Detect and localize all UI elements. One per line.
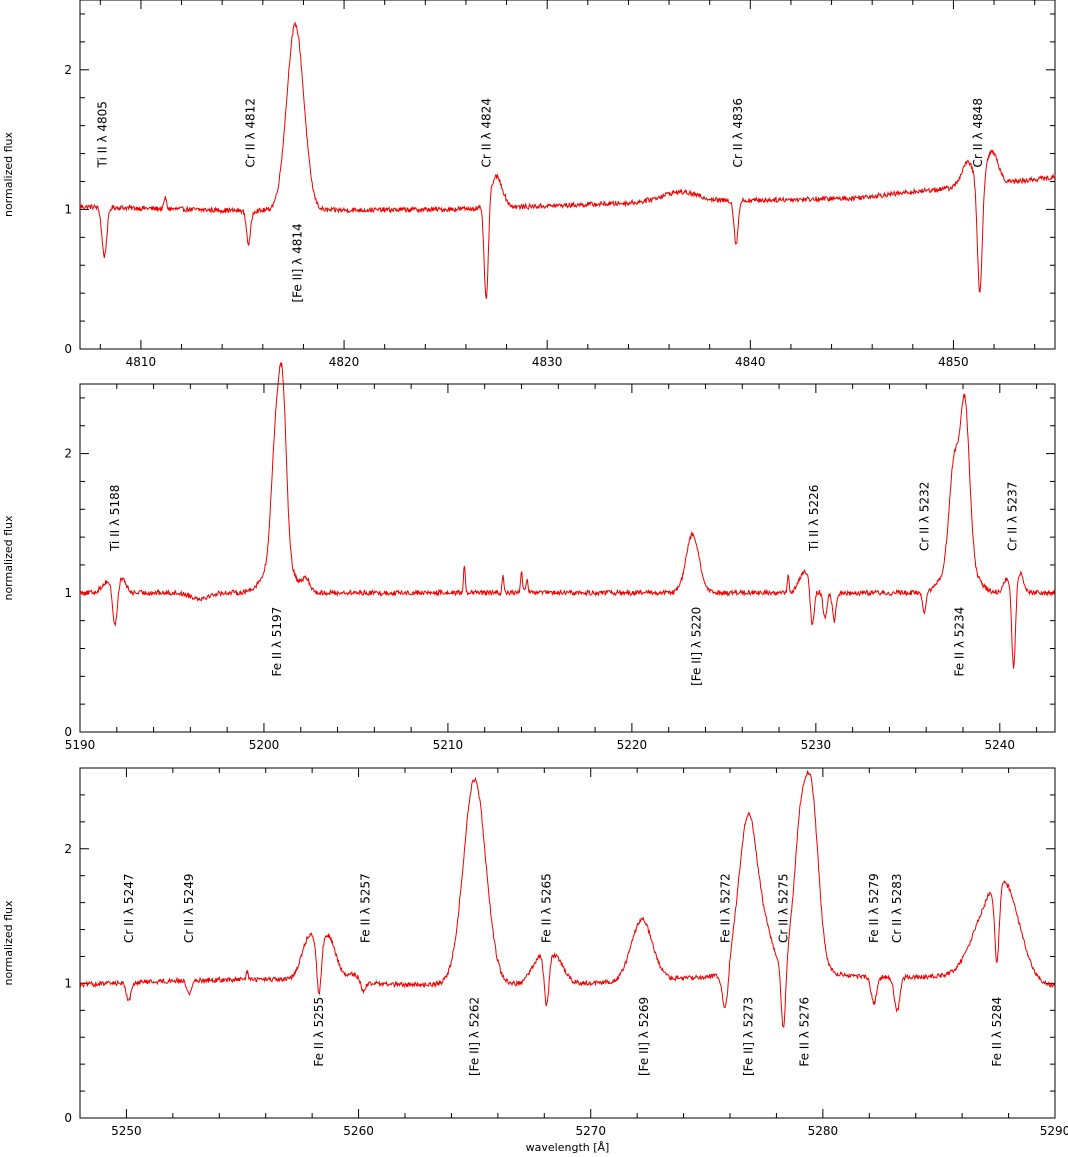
- line-id-label: Cr II λ 5249: [182, 874, 196, 943]
- spectrum-line: [79, 770, 1056, 1028]
- y-axis-title: normalized flux: [2, 131, 15, 217]
- x-tick-label: 5240: [985, 738, 1016, 752]
- line-id-label: Cr II λ 4824: [479, 98, 493, 167]
- x-tick-label: 4830: [532, 355, 563, 369]
- line-id-label: Cr II λ 4812: [244, 98, 258, 167]
- line-id-label: Fe II λ 5197: [270, 607, 284, 677]
- panel-1: 4810 4820 4830 4840 4850 0 1 2 normalized flux Ti…: [2, 0, 1056, 369]
- y-tick-label: 2: [64, 447, 72, 461]
- y-tick-label: 2: [64, 63, 72, 77]
- y-axis-title: normalized flux: [2, 900, 15, 986]
- y-tick-label: 0: [64, 342, 72, 356]
- x-tick-label: 5250: [111, 1124, 142, 1138]
- plot-frame: [79, 383, 1056, 733]
- line-id-label: Ti II λ 4805: [95, 101, 109, 168]
- line-id-label: Fe II λ 5276: [797, 997, 811, 1067]
- x-tick-label: 5280: [808, 1124, 839, 1138]
- y-tick-label: 0: [64, 725, 72, 739]
- y-tick-label: 1: [64, 976, 72, 990]
- x-tick-label: 5210: [433, 738, 464, 752]
- line-id-label: Fe II λ 5279: [867, 873, 881, 943]
- y-tick-label: 0: [64, 1111, 72, 1125]
- x-tick-label: 5290: [1040, 1124, 1068, 1138]
- line-id-label: Cr II λ 5232: [917, 482, 931, 551]
- plot-frame: [79, 0, 1056, 350]
- y-tick-label: 2: [64, 842, 72, 856]
- line-id-label: Cr II λ 4836: [731, 98, 745, 167]
- line-id-label: [Fe II] λ 5269: [637, 997, 651, 1076]
- line-id-label: Cr II λ 5275: [776, 874, 790, 943]
- panel-3: 5250 5260 5270 5280 5290 0 1 2 normalized flux wa…: [2, 767, 1068, 1154]
- line-id-label: [Fe II] λ 4814: [290, 223, 304, 302]
- line-id-label: Fe II λ 5272: [718, 873, 732, 943]
- y-axis-title: normalized flux: [2, 515, 15, 601]
- y-tick-label: 1: [64, 586, 72, 600]
- line-id-label: Ti II λ 5188: [108, 485, 122, 552]
- plot-frame: [79, 767, 1056, 1119]
- line-id-label: [Fe II] λ 5220: [689, 607, 703, 686]
- x-tick-label: 5270: [575, 1124, 606, 1138]
- line-id-label: Cr II λ 5237: [1006, 482, 1020, 551]
- x-tick-label: 4840: [735, 355, 766, 369]
- line-id-label: Fe II λ 5255: [312, 997, 326, 1067]
- x-tick-label: 4820: [329, 355, 360, 369]
- line-id-label: [Fe II] λ 5262: [468, 997, 482, 1076]
- x-tick-label: 5190: [65, 738, 96, 752]
- line-id-label: Fe II λ 5284: [990, 997, 1004, 1067]
- spectrum-line: [79, 361, 1056, 669]
- panel-2: 5190 5200 5210 5220 5230 5240 0 1 2 normalized fl…: [2, 361, 1056, 752]
- line-id-label: Cr II λ 4848: [971, 98, 985, 167]
- line-id-label: [Fe II] λ 5273: [742, 997, 756, 1076]
- x-tick-label: 5260: [343, 1124, 374, 1138]
- spectrum-line: [79, 21, 1056, 299]
- x-tick-label: 4810: [126, 355, 157, 369]
- x-tick-label: 5230: [801, 738, 832, 752]
- line-id-label: Fe II λ 5234: [952, 607, 966, 677]
- x-tick-label: 5220: [617, 738, 648, 752]
- x-axis-title: wavelength [Å]: [526, 1141, 610, 1154]
- line-id-label: Cr II λ 5283: [890, 874, 904, 943]
- y-tick-label: 1: [64, 202, 72, 216]
- line-id-label: Ti II λ 5226: [807, 485, 821, 552]
- line-id-label: Fe II λ 5257: [359, 873, 373, 943]
- line-id-label: Cr II λ 5247: [122, 874, 136, 943]
- x-tick-label: 5200: [249, 738, 280, 752]
- x-tick-label: 4850: [938, 355, 969, 369]
- line-id-label: Fe II λ 5265: [540, 873, 554, 943]
